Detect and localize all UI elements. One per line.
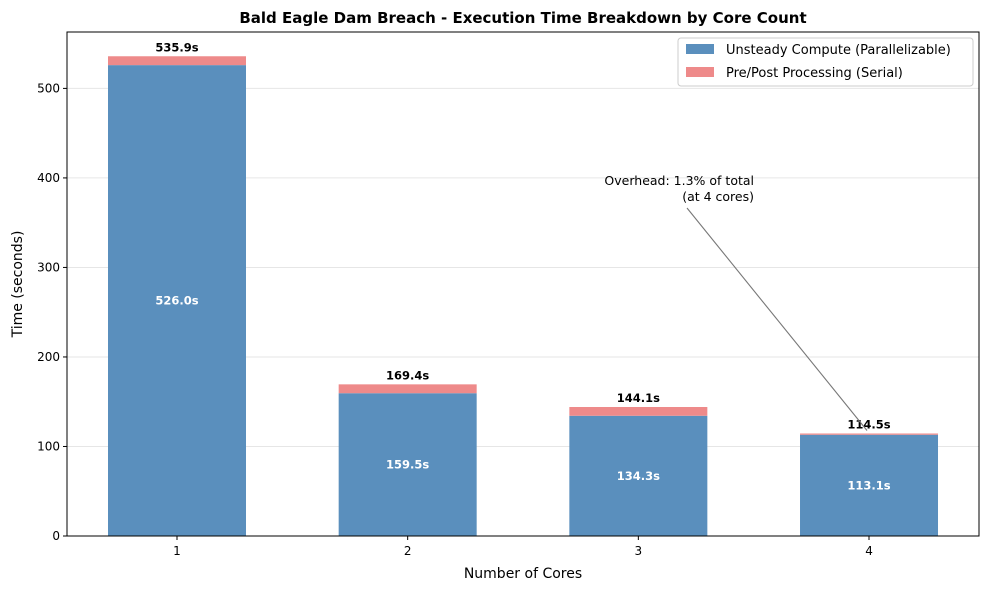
legend-label-prepost: Pre/Post Processing (Serial) (726, 66, 903, 81)
total-label: 169.4s (386, 368, 429, 382)
chart-title: Bald Eagle Dam Breach - Execution Time B… (239, 9, 806, 27)
x-tick-label: 4 (865, 544, 873, 558)
y-axis-label: Time (seconds) (10, 231, 26, 339)
y-tick-label: 0 (52, 529, 60, 543)
y-tick-label: 500 (37, 81, 60, 95)
bar-labels: 526.0s 535.9s 159.5s 169.4s 134.3s 144.1s 113.… (155, 40, 890, 492)
total-label: 144.1s (617, 391, 660, 405)
bar-unsteady-compute (108, 65, 246, 536)
total-label: 114.5s (847, 417, 890, 431)
bar-unsteady-compute (800, 434, 939, 536)
legend-swatch-prepost (686, 67, 714, 77)
x-axis-label: Number of Cores (464, 566, 582, 582)
bar-prepost-processing (800, 433, 939, 435)
y-tick-label: 400 (37, 171, 60, 185)
segment-label: 113.1s (847, 478, 890, 492)
annotation-arrow (686, 207, 868, 431)
bar-unsteady-compute (569, 415, 708, 536)
y-axis: 0 100 200 300 400 500 (37, 81, 67, 543)
segment-label: 134.3s (617, 469, 660, 483)
bar-prepost-processing (569, 407, 708, 416)
y-tick-label: 200 (37, 350, 60, 364)
bar-unsteady-compute (338, 393, 477, 536)
x-tick-label: 3 (635, 544, 643, 558)
y-tick-label: 300 (37, 260, 60, 274)
segment-label: 159.5s (386, 458, 429, 472)
legend: Unsteady Compute (Parallelizable) Pre/Po… (677, 37, 974, 87)
annotation-line-2: (at 4 cores) (682, 189, 754, 204)
segment-label: 526.0s (155, 294, 198, 308)
legend-swatch-unsteady (686, 44, 714, 54)
plot-frame (66, 31, 980, 537)
legend-box (677, 37, 974, 87)
y-tick-label: 100 (37, 439, 60, 453)
bar-prepost-processing (338, 384, 477, 394)
bars (108, 56, 939, 536)
x-axis: 1 2 3 4 (173, 536, 873, 558)
legend-label-unsteady: Unsteady Compute (Parallelizable) (726, 43, 951, 58)
bar-prepost-processing (108, 56, 246, 66)
x-tick-label: 2 (404, 544, 412, 558)
total-label: 535.9s (155, 40, 198, 54)
x-tick-label: 1 (173, 544, 181, 558)
overhead-annotation: Overhead: 1.3% of total(at 4 cores) (604, 173, 868, 431)
annotation-line-1: Overhead: 1.3% of total (604, 173, 754, 188)
